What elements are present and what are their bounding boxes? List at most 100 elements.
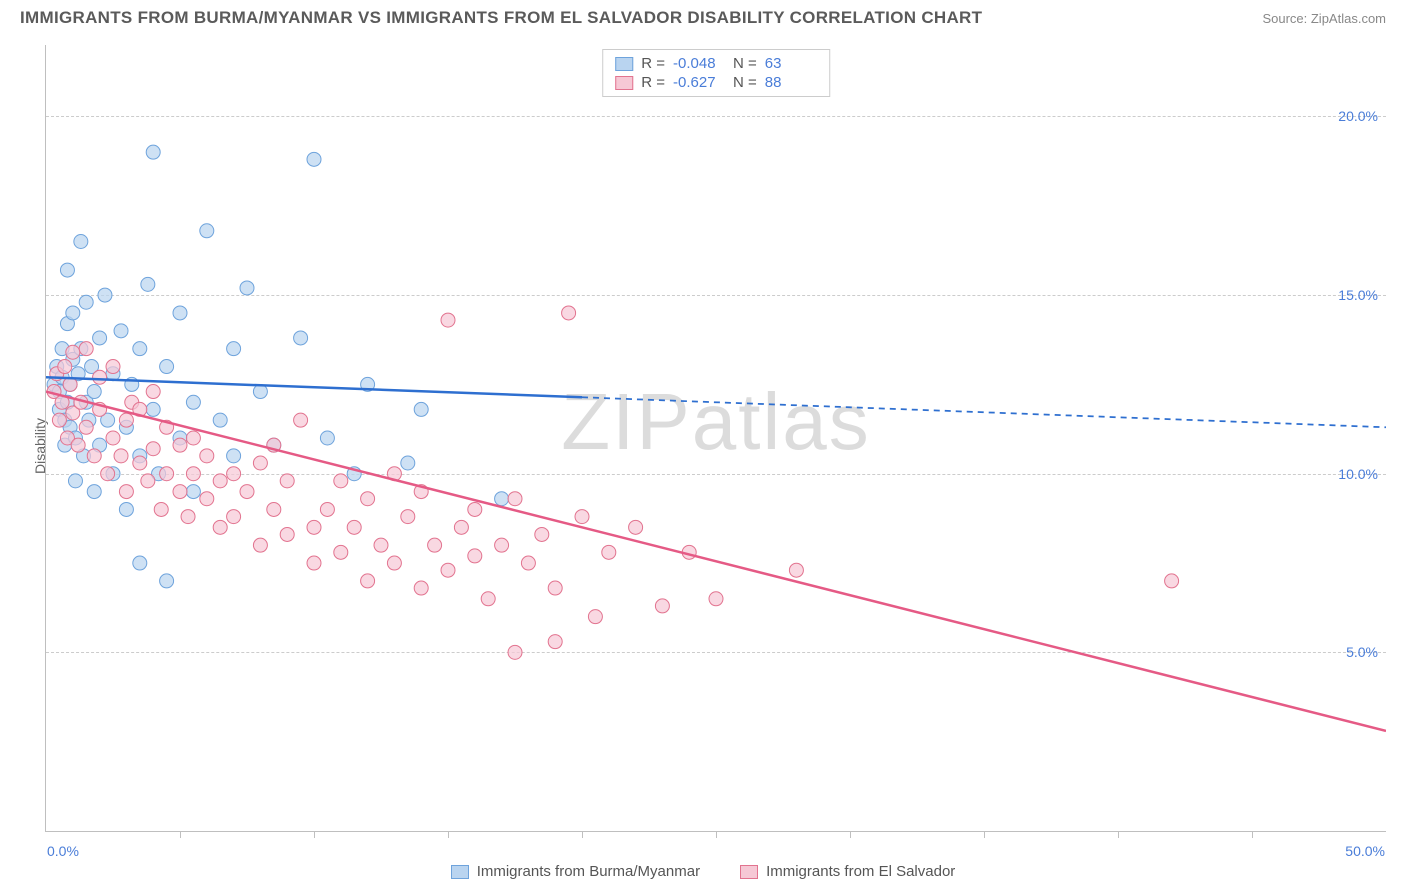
swatch-elsalvador-icon [615, 76, 633, 90]
scatter-point [74, 235, 88, 249]
scatter-point [133, 456, 147, 470]
scatter-point [240, 281, 254, 295]
scatter-point [181, 510, 195, 524]
scatter-point [213, 520, 227, 534]
scatter-point [401, 510, 415, 524]
scatter-point [495, 492, 509, 506]
scatter-point [562, 306, 576, 320]
scatter-point [79, 342, 93, 356]
scatter-point [200, 449, 214, 463]
n-value-elsalvador: 88 [765, 74, 817, 91]
scatter-point [334, 474, 348, 488]
legend-label-burma: Immigrants from Burma/Myanmar [477, 863, 700, 880]
scatter-point [307, 520, 321, 534]
scatter-point [267, 502, 281, 516]
scatter-point [508, 645, 522, 659]
scatter-point [106, 360, 120, 374]
scatter-point [602, 545, 616, 559]
x-axis-start-label: 0.0% [47, 843, 79, 859]
scatter-point [71, 438, 85, 452]
scatter-point [133, 342, 147, 356]
scatter-point [1165, 574, 1179, 588]
r-value-burma: -0.048 [673, 55, 725, 72]
scatter-point [361, 574, 375, 588]
scatter-point [101, 467, 115, 481]
scatter-point [119, 485, 133, 499]
scatter-point [114, 449, 128, 463]
scatter-point [481, 592, 495, 606]
x-tick [1252, 831, 1253, 838]
scatter-point [200, 224, 214, 238]
scatter-point [106, 431, 120, 445]
scatter-point [79, 295, 93, 309]
scatter-point [441, 313, 455, 327]
x-tick [582, 831, 583, 838]
scatter-point [186, 467, 200, 481]
scatter-point [428, 538, 442, 552]
scatter-point [253, 456, 267, 470]
correlation-stats-box: R = -0.048 N = 63 R = -0.627 N = 88 [602, 49, 830, 97]
scatter-point [87, 449, 101, 463]
scatter-point [280, 474, 294, 488]
scatter-point [146, 145, 160, 159]
scatter-point [789, 563, 803, 577]
scatter-point [227, 342, 241, 356]
scatter-point [213, 413, 227, 427]
n-label: N = [733, 55, 757, 72]
legend-swatch-elsalvador-icon [740, 865, 758, 879]
chart-plot-area: ZIPatlas R = -0.048 N = 63 R = -0.627 N … [45, 45, 1386, 832]
scatter-point [87, 385, 101, 399]
scatter-point [468, 549, 482, 563]
scatter-point [186, 485, 200, 499]
scatter-point [119, 413, 133, 427]
n-label: N = [733, 74, 757, 91]
scatter-point [154, 502, 168, 516]
scatter-point [240, 485, 254, 499]
scatter-point [227, 449, 241, 463]
scatter-point [280, 527, 294, 541]
scatter-point [146, 442, 160, 456]
trend-line-solid [46, 392, 1386, 731]
trend-line-dashed [582, 397, 1386, 427]
scatter-point [114, 324, 128, 338]
scatter-point [60, 263, 74, 277]
scatter-point [307, 152, 321, 166]
scatter-point [87, 485, 101, 499]
scatter-point [173, 306, 187, 320]
legend-label-elsalvador: Immigrants from El Salvador [766, 863, 955, 880]
scatter-point [160, 467, 174, 481]
scatter-point [66, 345, 80, 359]
n-value-burma: 63 [765, 55, 817, 72]
scatter-point [294, 331, 308, 345]
scatter-point [173, 438, 187, 452]
scatter-point [146, 385, 160, 399]
legend-item-elsalvador: Immigrants from El Salvador [740, 863, 955, 880]
scatter-point [93, 331, 107, 345]
scatter-point [347, 520, 361, 534]
scatter-point [93, 370, 107, 384]
chart-title: IMMIGRANTS FROM BURMA/MYANMAR VS IMMIGRA… [20, 8, 982, 28]
scatter-point [508, 492, 522, 506]
scatter-point [68, 474, 82, 488]
x-tick [984, 831, 985, 838]
scatter-point [133, 556, 147, 570]
scatter-point [414, 402, 428, 416]
x-tick [180, 831, 181, 838]
scatter-point [548, 635, 562, 649]
scatter-point [66, 306, 80, 320]
scatter-point [414, 581, 428, 595]
scatter-point [387, 556, 401, 570]
scatter-point [401, 456, 415, 470]
scatter-point [160, 574, 174, 588]
scatter-point [186, 431, 200, 445]
scatter-point [253, 538, 267, 552]
swatch-burma-icon [615, 57, 633, 71]
series-legend: Immigrants from Burma/Myanmar Immigrants… [0, 863, 1406, 880]
r-value-elsalvador: -0.627 [673, 74, 725, 91]
x-tick [716, 831, 717, 838]
scatter-point [227, 510, 241, 524]
x-tick [448, 831, 449, 838]
scatter-point [374, 538, 388, 552]
scatter-point [52, 413, 66, 427]
scatter-point [307, 556, 321, 570]
